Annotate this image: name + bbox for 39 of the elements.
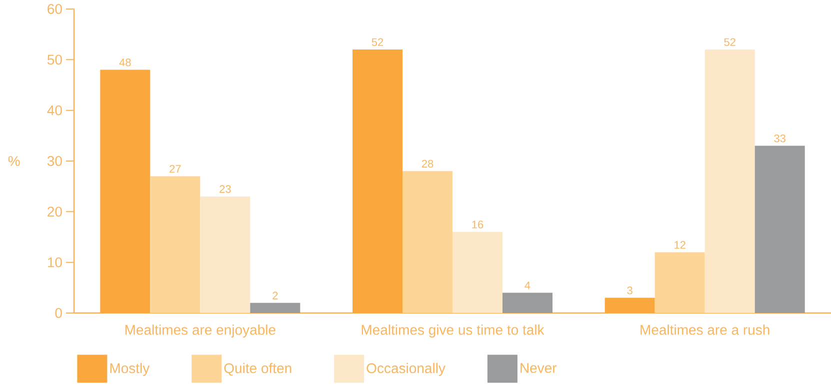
y-axis-title: %	[8, 156, 20, 166]
data-label: 4	[524, 282, 530, 290]
y-tick-label: 30	[47, 156, 62, 166]
x-tick-label: Mealtimes are enjoyable	[125, 324, 276, 338]
bar	[502, 292, 553, 313]
bar	[250, 302, 300, 313]
bar	[654, 252, 705, 313]
data-label: 3	[627, 286, 632, 294]
bar	[100, 70, 150, 313]
legend-label: Mostly	[110, 362, 150, 376]
y-tick-label: 0	[55, 308, 62, 318]
x-tick-label: Mealtimes give us time to talk	[362, 324, 544, 338]
bar	[704, 50, 755, 313]
y-tick-label: 60	[48, 4, 62, 14]
data-label: 52	[372, 38, 384, 46]
y-tick-label: 40	[47, 105, 62, 116]
data-label: 33	[774, 134, 786, 142]
legend-label: Quite often	[224, 362, 292, 376]
data-label: 52	[724, 38, 736, 46]
data-label: 16	[472, 220, 484, 228]
bar	[452, 232, 503, 313]
y-tick-label: 20	[48, 206, 62, 217]
bar	[200, 196, 250, 313]
data-label: 2	[272, 292, 278, 300]
bar	[754, 146, 805, 313]
x-tick-label: Mealtimes are a rush	[640, 324, 770, 335]
bar	[402, 171, 453, 313]
data-label: 48	[119, 58, 131, 66]
legend-label: Occasionally	[366, 362, 446, 376]
data-label: 27	[170, 164, 181, 173]
bar	[150, 176, 200, 313]
bar	[352, 50, 403, 313]
legend-label: Never	[520, 363, 557, 373]
y-tick-label: 10	[48, 257, 62, 268]
data-label: 23	[220, 185, 231, 193]
data-label: 12	[674, 240, 686, 249]
y-tick-label: 50	[47, 54, 62, 65]
data-label: 28	[422, 160, 434, 168]
bar	[604, 298, 655, 313]
